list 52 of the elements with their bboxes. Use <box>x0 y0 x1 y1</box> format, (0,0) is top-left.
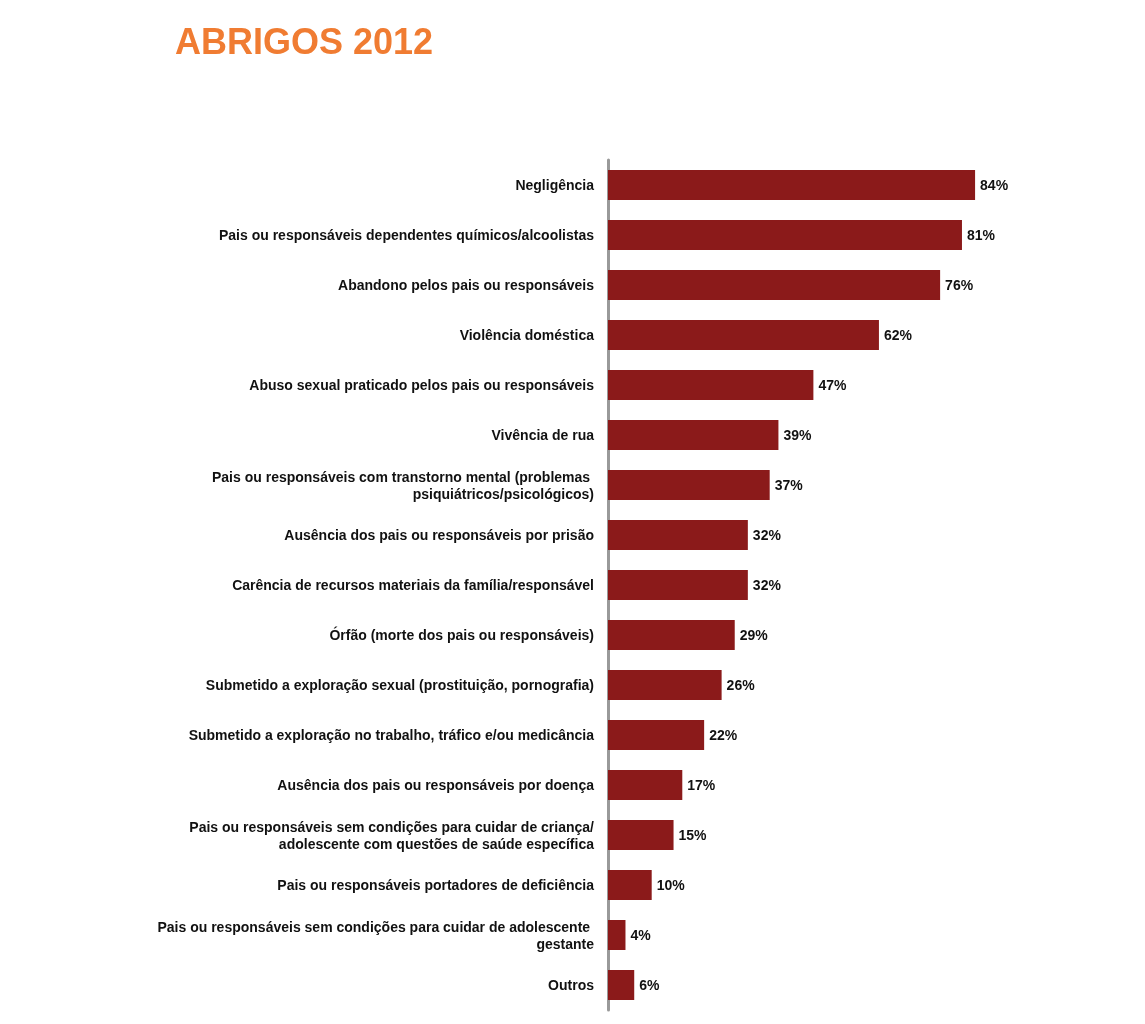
bar <box>608 920 626 950</box>
y-tick-label: Pais ou responsáveis portadores de deficiência <box>277 877 595 893</box>
bar <box>608 870 652 900</box>
data-label: 84% <box>980 177 1009 193</box>
bar <box>608 770 683 800</box>
bar <box>608 470 770 500</box>
data-label: 47% <box>818 377 847 393</box>
data-label: 6% <box>639 977 661 993</box>
y-tick-label: Abandono pelos pais ou responsáveis <box>338 277 595 293</box>
y-tick-label: Ausência dos pais ou responsáveis por prisão <box>284 527 594 543</box>
data-label: 62% <box>883 327 913 343</box>
y-tick-label: Submetido a exploração no trabalho, tráfico e/ou medicância <box>188 727 595 743</box>
bar <box>608 670 722 700</box>
bar <box>608 420 779 450</box>
bar <box>608 570 748 600</box>
y-tick-label: Pais ou responsáveis sem condições para cuidar de adolescente gestante <box>157 918 595 952</box>
y-tick-label: Negligência <box>515 177 595 193</box>
data-label: 22% <box>709 727 738 743</box>
y-tick-label: Vivência de rua <box>491 427 595 443</box>
bar <box>608 820 674 850</box>
bar <box>608 320 879 350</box>
data-label: 32% <box>752 577 782 593</box>
y-tick-label: Submetido a exploração sexual (prostituição, pornografia) <box>205 677 594 693</box>
bar <box>608 170 976 200</box>
y-tick-label: Abuso sexual praticado pelos pais ou responsáveis <box>249 377 595 393</box>
y-tick-label: Pais ou responsáveis sem condições para cuidar de criança/adolescente com questões de saúde específica <box>189 818 595 852</box>
data-label: 17% <box>687 777 716 793</box>
data-label: 10% <box>656 877 686 893</box>
y-tick-label: Outros <box>548 977 595 993</box>
bar <box>608 370 814 400</box>
data-label: 39% <box>783 427 812 443</box>
bar <box>608 520 748 550</box>
y-tick-label: Pais ou responsáveis dependentes químicos/alcoolistas <box>218 227 595 243</box>
data-label: 76% <box>945 277 974 293</box>
y-tick-label: Ausência dos pais ou responsáveis por doença <box>277 777 595 793</box>
y-tick-label: Violência doméstica <box>459 327 595 343</box>
y-tick-label: Carência de recursos materiais da família/responsável <box>232 577 594 593</box>
y-tick-label: Pais ou responsáveis com transtorno mental (problemas psiquiátricos/psicológicos) <box>212 468 594 502</box>
bar <box>608 270 941 300</box>
data-label: 81% <box>966 227 996 243</box>
bar <box>608 220 962 250</box>
data-label: 15% <box>678 827 708 843</box>
data-label: 37% <box>774 477 804 493</box>
data-label: 32% <box>752 527 782 543</box>
data-label: 26% <box>726 677 756 693</box>
text: ABRIGOS 2012 <box>175 20 434 62</box>
bar <box>608 970 635 1000</box>
data-label: 29% <box>739 627 769 643</box>
bar <box>608 720 705 750</box>
bar <box>608 620 735 650</box>
data-label: 4% <box>630 927 652 943</box>
y-tick-label: Órfão (morte dos pais ou responsáveis) <box>329 626 594 643</box>
